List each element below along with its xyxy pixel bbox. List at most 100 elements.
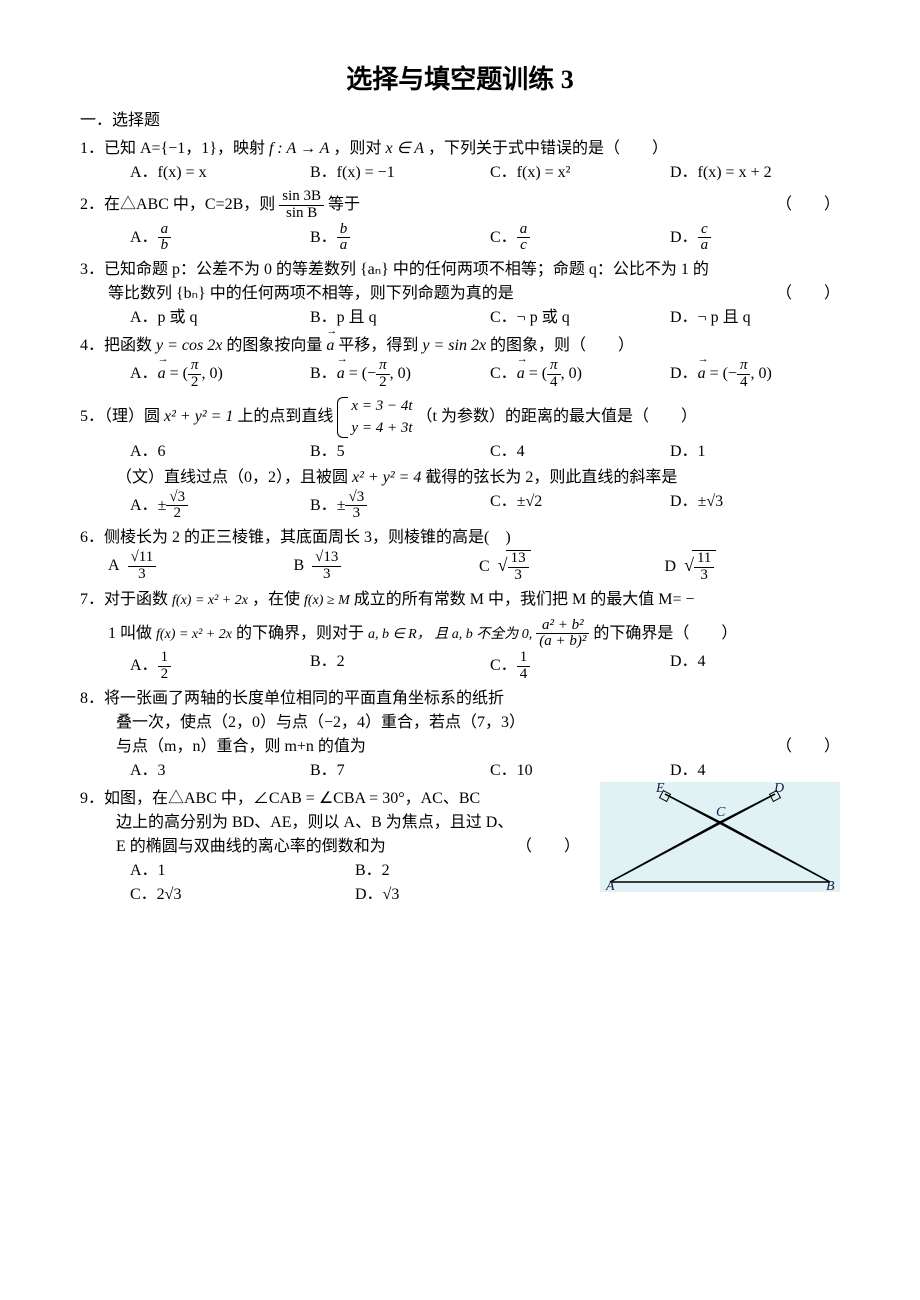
q4-stem-b: 的图象按向量	[226, 337, 326, 354]
q5w-opt-b: B．±√33	[310, 490, 480, 523]
q7-a-den: 2	[158, 667, 172, 683]
q5w-opt-d: D．±√3	[670, 490, 840, 523]
q5-options: A．6 B．5 C．4 D．1	[80, 440, 840, 464]
q6-b-label: B	[294, 557, 305, 574]
q7-stem-b: ，在使	[252, 591, 304, 608]
q4-a-label: A．	[130, 365, 158, 382]
svg-text:D: D	[773, 782, 784, 796]
q5-opt-a: A．6	[130, 440, 300, 464]
q7-f1: f(x) = x² + 2x	[172, 593, 248, 608]
q7-stem-d: 1 叫做	[108, 624, 156, 641]
q2-d-label: D．	[670, 228, 698, 245]
question-2: 2．在△ABC 中，C=2B，则 sin 3B sin B 等于 （ ）	[80, 189, 840, 222]
q5-opt-b: B．5	[310, 440, 480, 464]
q5w-a-num: √3	[166, 490, 188, 507]
q9-figure: A B C D E	[600, 782, 840, 892]
q7-a-label: A．	[130, 657, 158, 674]
q4-opt-b: B．a = (−π2, 0)	[310, 358, 480, 391]
q1-map: f : A → A	[269, 140, 329, 157]
q7-stem-e: 的下确界，则对于	[236, 624, 368, 641]
svg-text:A: A	[605, 879, 615, 892]
q1-opt-a: A．f(x) = x	[130, 161, 300, 185]
q4-d-den: 4	[737, 375, 751, 391]
q6-d-den: 3	[694, 568, 714, 584]
q5-sys2: y = 4 + 3t	[351, 417, 412, 440]
q5w-opt-c: C．±√2	[490, 490, 660, 523]
q7-options: A．12 B．2 C．14 D．4	[80, 650, 840, 683]
q9-l1: 9．如图，在△ABC 中，∠CAB = ∠CBA = 30°，AC、BC	[80, 787, 580, 811]
q3-opt-c: C．¬ p 或 q	[490, 306, 660, 330]
q7-stem-c: 成立的所有常数 M 中，我们把 M 的最大值 M= −	[354, 591, 695, 608]
q4-y2: y = sin 2x	[422, 337, 486, 354]
q6-opt-d: D √113	[665, 550, 841, 584]
q2-d-den: a	[698, 238, 712, 254]
q5-sys1: x = 3 − 4t	[351, 395, 412, 418]
question-9: 9．如图，在△ABC 中，∠CAB = ∠CBA = 30°，AC、BC 边上的…	[80, 787, 840, 907]
q6-opt-b: B √133	[294, 550, 470, 584]
q5-stem-c: （t 为参数）的距离的最大值是（ ）	[417, 408, 697, 425]
q1-stem-c: ，下列关于式中错误的是（ ）	[428, 140, 668, 157]
q7-c-den: 4	[517, 667, 531, 683]
q5-opt-d: D．1	[670, 440, 840, 464]
q5w-a-den: 2	[166, 506, 188, 522]
q7-f2: f(x) ≥ M	[304, 593, 350, 608]
q2-opt-d: D．ca	[670, 222, 840, 255]
q5w-b-den: 3	[345, 506, 367, 522]
q6-c-den: 3	[508, 568, 529, 584]
q2-c-den: c	[517, 238, 531, 254]
q4-a-vec: a	[158, 362, 166, 386]
q6-options: A √113 B √133 C √133 D √113	[80, 550, 840, 584]
q3-options: A．p 或 q B．p 且 q C．¬ p 或 q D．¬ p 且 q	[80, 306, 840, 330]
q7-f3: f(x) = x² + 2x	[156, 626, 232, 641]
q4-a-eq: = (	[166, 365, 188, 382]
svg-text:E: E	[655, 782, 665, 796]
question-4: 4．把函数 y = cos 2x 的图象按向量 a 平移，得到 y = sin …	[80, 334, 840, 358]
q4-d-eq: = (	[706, 365, 728, 382]
q4-d-vec: a	[698, 362, 706, 386]
q8-opt-c: C．10	[490, 759, 660, 783]
question-8: 8．将一张画了两轴的长度单位相同的平面直角坐标系的纸折	[80, 687, 840, 711]
q6-d-label: D	[665, 558, 677, 575]
q8-opt-d: D．4	[670, 759, 840, 783]
q7-opt-d: D．4	[670, 650, 840, 683]
q2-stem-a: 2．在△ABC 中，C=2B，则	[80, 196, 275, 213]
q9-options-row1: A．1 B．2	[80, 859, 580, 883]
q7-c-label: C．	[490, 657, 517, 674]
q9-l3row: E 的椭圆与双曲线的离心率的倒数和为 （ ）	[80, 835, 580, 859]
q4-b-num: π	[376, 358, 390, 375]
q3-paren: （ ）	[776, 282, 840, 306]
q1-opt-b: B．f(x) = −1	[310, 161, 480, 185]
q5w-opt-a: A．±√32	[130, 490, 300, 523]
q2-b-den: a	[337, 238, 351, 254]
q4-options: A．a = (π2, 0) B．a = (−π2, 0) C．a = (π4, …	[80, 358, 840, 391]
q6-opt-a: A √113	[108, 550, 284, 584]
q2-paren: （ ）	[776, 193, 840, 217]
q1-options: A．f(x) = x B．f(x) = −1 C．f(x) = x² D．f(x…	[80, 161, 840, 185]
q5w-a-label: A．	[130, 496, 158, 513]
q4-d-end: , 0)	[750, 365, 771, 382]
q6-a-label: A	[108, 557, 120, 574]
q5w-c-val: ±√2	[517, 493, 543, 510]
q4-d-num: π	[737, 358, 751, 375]
q2-b-num: b	[337, 222, 351, 239]
q2-a-label: A．	[130, 228, 158, 245]
q4-c-den: 4	[547, 375, 561, 391]
q7-line2: 1 叫做 f(x) = x² + 2x 的下确界，则对于 a, b ∈ R， 且…	[80, 618, 840, 651]
q7-frac-num: a² + b²	[536, 618, 589, 635]
q9-opt-c: C．2√3	[130, 883, 355, 907]
q4-c-end: , 0)	[561, 365, 582, 382]
triangle-icon: A B C D E	[600, 782, 840, 892]
q4-b-label: B．	[310, 365, 337, 382]
q7-frac-den: (a + b)²	[536, 634, 589, 650]
q4-c-eq: = (	[525, 365, 547, 382]
q5w-a-pm: ±	[158, 496, 167, 513]
q5w-b-num: √3	[345, 490, 367, 507]
question-7: 7．对于函数 f(x) = x² + 2x ，在使 f(x) ≥ M 成立的所有…	[80, 588, 840, 612]
q6-a-den: 3	[128, 567, 157, 583]
q6-a-num: √11	[128, 550, 157, 567]
q7-a-num: 1	[158, 650, 172, 667]
question-5: 5．（理）圆 x² + y² = 1 上的点到直线 x = 3 − 4t y =…	[80, 395, 840, 440]
q1-stem-a: 1．已知 A={−1，1}，映射	[80, 140, 269, 157]
q5w-c-label: C．	[490, 493, 517, 510]
q5-stem-a: 5．（理）圆	[80, 408, 164, 425]
